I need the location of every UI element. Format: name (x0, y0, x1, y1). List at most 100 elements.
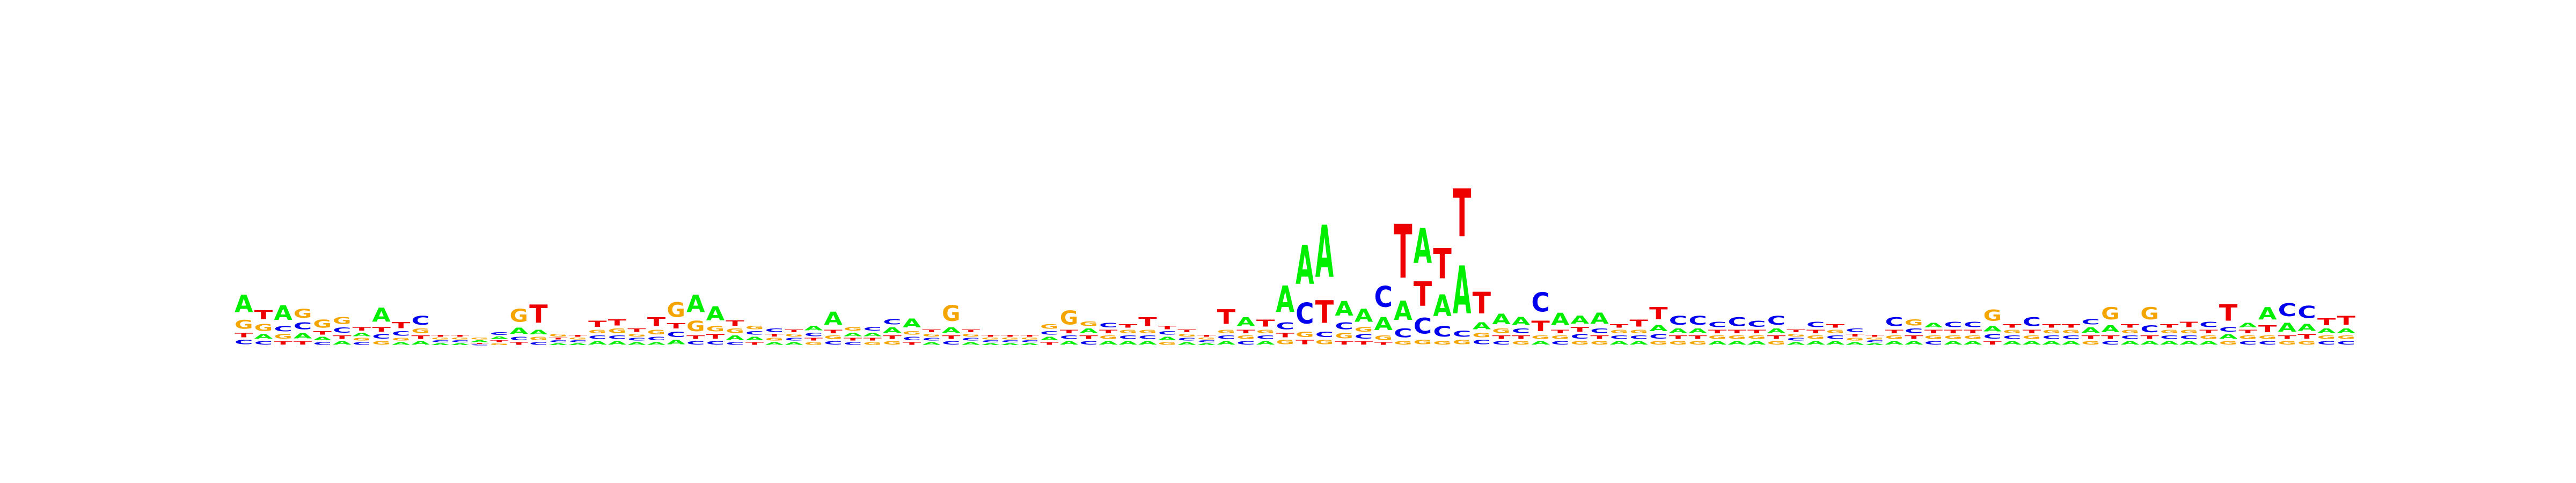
logo-letter-a-pos-60: A (1394, 296, 1412, 326)
logo-letter-a-pos-104: A (2258, 304, 2277, 324)
logo-letter-a-pos-27: A (745, 336, 764, 342)
logo-letter-a-pos-8: A (372, 304, 390, 326)
logo-letter-t-pos-4: T (294, 340, 312, 346)
logo-letter-c-pos-75: C (1688, 313, 1707, 327)
logo-letter-g-pos-88: G (1944, 335, 1962, 340)
logo-letter-g-pos-30: G (804, 341, 823, 346)
logo-letter-c-pos-80: C (1787, 337, 1805, 341)
logo-letter-t-pos-30: T (804, 338, 823, 342)
logo-letter-c-pos-48: C (1158, 331, 1176, 336)
logo-letter-a-pos-30: A (804, 325, 823, 332)
logo-letter-c-pos-32: C (844, 341, 862, 346)
logo-letter-t-pos-73: T (1649, 304, 1668, 323)
logo-letter-a-pos-22: A (647, 342, 666, 346)
logo-letter-a-pos-79: A (1767, 327, 1785, 334)
logo-letter-g-pos-68: G (1551, 335, 1569, 340)
logo-letter-c-pos-59: C (1374, 280, 1393, 313)
logo-letter-c-pos-7: C (353, 341, 371, 346)
logo-letter-g-pos-38: G (962, 333, 980, 338)
logo-letter-t-pos-82: T (1826, 323, 1845, 329)
logo-letter-t-pos-22: T (647, 316, 666, 330)
logo-letter-c-pos-57: C (1335, 321, 1353, 332)
logo-letter-t-pos-14: T (490, 340, 509, 343)
logo-letter-a-pos-64: A (1473, 320, 1491, 331)
logo-letter-c-pos-44: C (1079, 340, 1097, 346)
logo-letter-a-pos-49: A (1177, 342, 1196, 346)
logo-letter-t-pos-84: T (1865, 334, 1884, 337)
logo-letter-a-pos-95: A (2082, 326, 2101, 334)
logo-letter-c-pos-43: C (1060, 334, 1078, 340)
logo-letter-g-pos-90: G (1983, 307, 2001, 325)
logo-letter-t-pos-66: T (1512, 334, 1531, 340)
logo-letter-g-pos-15: G (510, 305, 528, 326)
logo-letter-g-pos-71: G (1610, 329, 1628, 334)
logo-letter-c-pos-5: C (313, 341, 332, 346)
logo-letter-a-pos-78: A (1747, 340, 1766, 346)
logo-letter-t-pos-98: T (2140, 334, 2159, 340)
logo-letter-a-pos-31: A (824, 309, 843, 329)
logo-letter-c-pos-55: C (1296, 297, 1314, 331)
logo-letter-c-pos-37: C (942, 340, 960, 346)
logo-letter-c-pos-95: C (2082, 318, 2100, 326)
logo-letter-t-pos-35: T (903, 341, 921, 346)
logo-letter-c-pos-14: C (490, 332, 508, 336)
logo-letter-g-pos-83: G (1846, 338, 1864, 342)
logo-letter-t-pos-101: T (2199, 329, 2218, 335)
logo-letter-g-pos-93: G (2042, 329, 2060, 334)
logo-letter-t-pos-53: T (1256, 318, 1275, 329)
logo-letter-a-pos-51: A (1217, 340, 1236, 346)
logo-letter-c-pos-26: C (726, 341, 744, 346)
logo-letter-a-pos-48: A (1158, 336, 1177, 342)
logo-letter-t-pos-24: T (686, 334, 705, 340)
logo-letter-a-pos-45: A (1099, 340, 1118, 346)
logo-letter-g-pos-96: G (2101, 304, 2119, 323)
logo-letter-c-pos-87: C (1924, 340, 1943, 346)
logo-letter-t-pos-34: T (883, 334, 902, 340)
logo-letter-t-pos-69: T (1571, 326, 1590, 333)
logo-letter-g-pos-54: G (1276, 339, 1294, 346)
logo-letter-g-pos-76: G (1708, 335, 1726, 340)
logo-letter-t-pos-65: T (1492, 334, 1511, 340)
logo-letter-a-pos-13: A (470, 340, 489, 343)
logo-letter-a-pos-19: A (588, 340, 607, 346)
logo-letter-a-pos-50: A (1197, 343, 1216, 346)
logo-letter-c-pos-4: C (294, 321, 312, 332)
logo-letter-c-pos-78: C (1747, 319, 1766, 329)
logo-letter-g-pos-81: G (1806, 335, 1825, 340)
logo-letter-a-pos-84: A (1865, 343, 1884, 346)
logo-letter-a-pos-56: A (1315, 211, 1334, 294)
logo-letter-t-pos-23: T (667, 322, 685, 331)
logo-letter-a-pos-69: A (1571, 314, 1590, 326)
logo-letter-a-pos-18: A (568, 343, 587, 346)
logo-letter-a-pos-9: A (392, 342, 411, 346)
logo-letter-g-pos-104: G (2258, 335, 2277, 340)
logo-letter-t-pos-37: T (942, 334, 961, 340)
logo-letter-g-pos-41: G (1021, 338, 1039, 340)
logo-letter-g-pos-22: G (647, 329, 665, 336)
logo-letter-t-pos-32: T (844, 338, 862, 342)
logo-letter-c-pos-63: C (1453, 329, 1471, 339)
logo-letter-t-pos-10: T (412, 334, 430, 340)
logo-letter-t-pos-74: T (1669, 334, 1688, 340)
logo-letter-g-pos-31: G (824, 335, 842, 340)
logo-letter-t-pos-57: T (1335, 340, 1353, 346)
logo-letter-t-pos-92: T (2023, 329, 2041, 335)
logo-letter-a-pos-106: A (2297, 322, 2316, 333)
logo-letter-c-pos-68: C (1551, 340, 1569, 346)
logo-letter-t-pos-48: T (1158, 325, 1177, 331)
logo-letter-g-pos-53: G (1256, 329, 1275, 334)
logo-letter-g-pos-102: G (2219, 340, 2237, 346)
logo-letter-a-pos-11: A (431, 343, 450, 346)
logo-letter-c-pos-20: C (608, 334, 626, 340)
logo-letter-t-pos-95: T (2082, 334, 2101, 340)
logo-letter-a-pos-16: A (529, 329, 547, 336)
logo-letter-g-pos-103: G (2238, 335, 2257, 340)
logo-letter-g-pos-36: G (922, 333, 940, 338)
logo-letter-c-pos-56: C (1315, 331, 1334, 339)
logo-letter-a-pos-6: A (333, 340, 352, 346)
logo-letter-g-pos-62: G (1433, 340, 1451, 346)
logo-letter-c-pos-33: C (863, 326, 882, 332)
logo-letter-t-pos-45: T (1099, 329, 1118, 335)
logo-letter-g-pos-73: G (1649, 340, 1667, 346)
